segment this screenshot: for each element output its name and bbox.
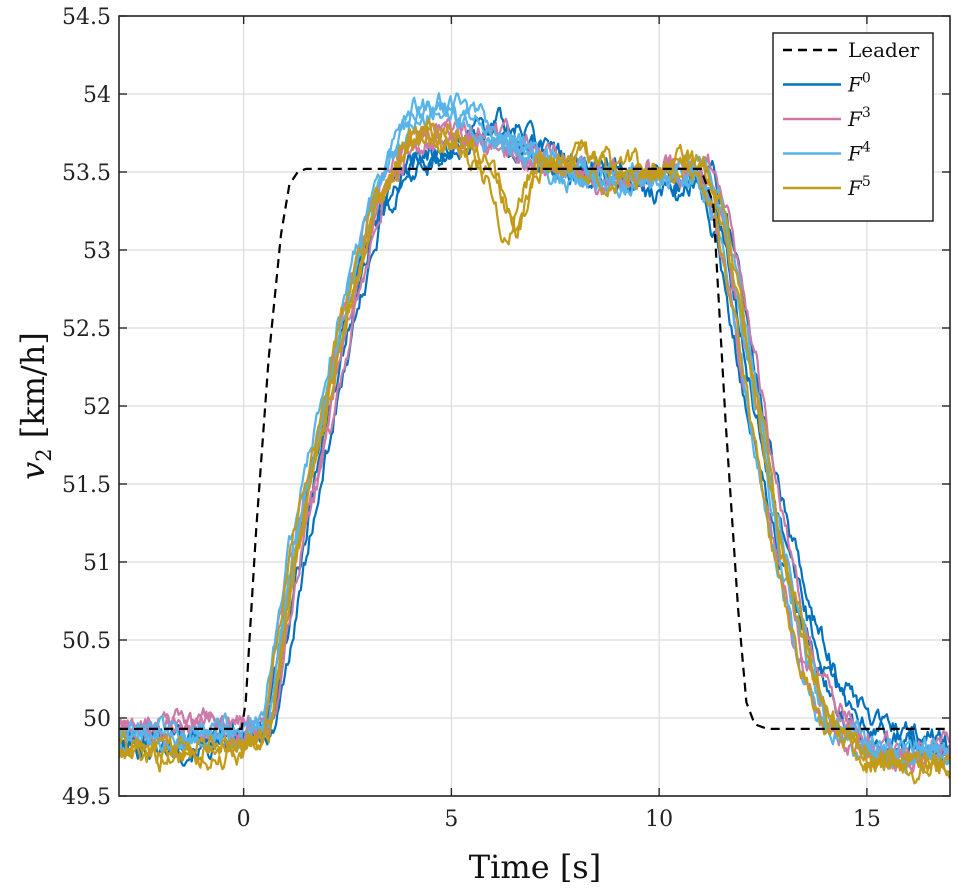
legend-superscript: 3 [862,105,871,121]
svg-text:v2 [km/h]: v2 [km/h] [14,332,56,480]
y-tick-label: 49.5 [62,785,111,810]
legend-superscript: 4 [862,140,871,156]
legend-superscript: 5 [862,174,871,190]
y-tick-label: 52 [83,395,111,420]
y-tick-label: 51.5 [62,473,111,498]
y-axis-label-unit: [km/h] [14,332,52,448]
leader-line [119,167,950,731]
y-tick-label: 54 [83,83,111,108]
x-tick-label: 5 [444,807,458,832]
y-axis-label: v2 [km/h] [14,332,56,480]
y-tick-label: 50 [83,707,111,732]
series-layer [119,92,950,785]
y-tick-label: 54.5 [62,5,111,30]
y-axis-label-subscript: 2 [32,448,56,461]
x-tick-label: 0 [237,807,251,832]
y-tick-label: 50.5 [62,629,111,654]
y-tick-label: 53 [83,239,111,264]
legend-label: Leader [848,38,920,62]
x-tick-label: 15 [853,807,881,832]
series-group [119,92,950,785]
y-tick-label: 53.5 [62,161,111,186]
y-tick-label: 52.5 [62,317,111,342]
y-axis-label-symbol: v [14,462,52,480]
legend-superscript: 0 [862,71,871,87]
y-tick-label: 51 [83,551,111,576]
x-axis-label: Time [s] [469,848,601,886]
x-tick-label: 10 [645,807,673,832]
legend-box [772,32,934,222]
